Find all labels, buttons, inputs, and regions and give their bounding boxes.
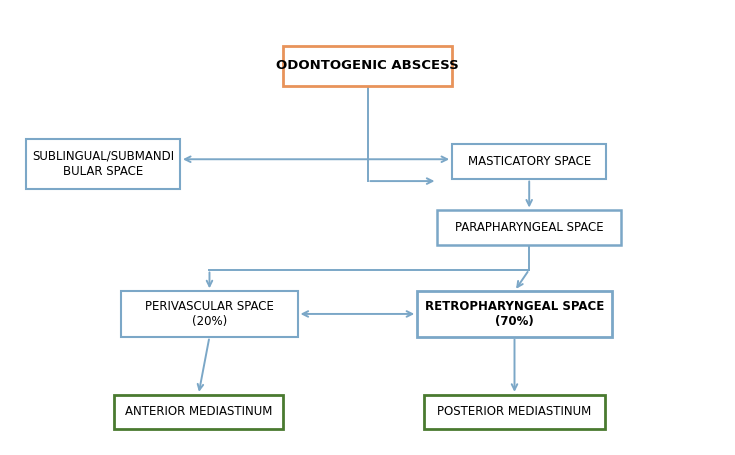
- FancyBboxPatch shape: [114, 394, 283, 429]
- FancyBboxPatch shape: [452, 145, 606, 178]
- FancyBboxPatch shape: [26, 139, 180, 189]
- Text: SUBLINGUAL/SUBMANDI
BULAR SPACE: SUBLINGUAL/SUBMANDI BULAR SPACE: [32, 150, 174, 178]
- FancyBboxPatch shape: [424, 394, 604, 429]
- Text: ODONTOGENIC ABSCESS: ODONTOGENIC ABSCESS: [276, 60, 459, 72]
- Text: RETROPHARYNGEAL SPACE
(70%): RETROPHARYNGEAL SPACE (70%): [425, 300, 604, 328]
- FancyBboxPatch shape: [121, 291, 298, 337]
- FancyBboxPatch shape: [437, 210, 621, 245]
- FancyBboxPatch shape: [283, 46, 452, 86]
- Text: MASTICATORY SPACE: MASTICATORY SPACE: [467, 155, 591, 168]
- Text: PERIVASCULAR SPACE
(20%): PERIVASCULAR SPACE (20%): [145, 300, 274, 328]
- Text: ANTERIOR MEDIASTINUM: ANTERIOR MEDIASTINUM: [125, 405, 272, 418]
- Text: PARAPHARYNGEAL SPACE: PARAPHARYNGEAL SPACE: [455, 221, 603, 234]
- FancyBboxPatch shape: [417, 291, 612, 337]
- Text: POSTERIOR MEDIASTINUM: POSTERIOR MEDIASTINUM: [437, 405, 592, 418]
